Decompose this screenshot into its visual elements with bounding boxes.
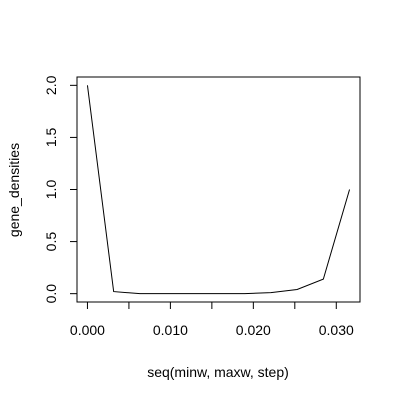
x-tick-label: 0.000 — [70, 322, 105, 338]
y-tick-label: 2.0 — [43, 75, 59, 95]
y-tick-label: 0.0 — [43, 284, 59, 304]
x-tick-label: 0.030 — [319, 322, 354, 338]
y-axis: 0.0 0.5 1.0 1.5 2.0 — [43, 75, 78, 304]
y-tick-label: 1.5 — [43, 127, 59, 147]
y-tick-label: 1.0 — [43, 180, 59, 200]
y-axis-title: gene_densities — [6, 143, 22, 237]
x-tick-label: 0.020 — [236, 322, 271, 338]
y-tick-label: 0.5 — [43, 232, 59, 252]
x-tick-label: 0.010 — [153, 322, 188, 338]
x-axis: 0.000 0.010 0.020 0.030 — [70, 301, 354, 338]
series-line — [86, 85, 351, 295]
x-axis-title: seq(minw, maxw, step) — [147, 364, 289, 380]
